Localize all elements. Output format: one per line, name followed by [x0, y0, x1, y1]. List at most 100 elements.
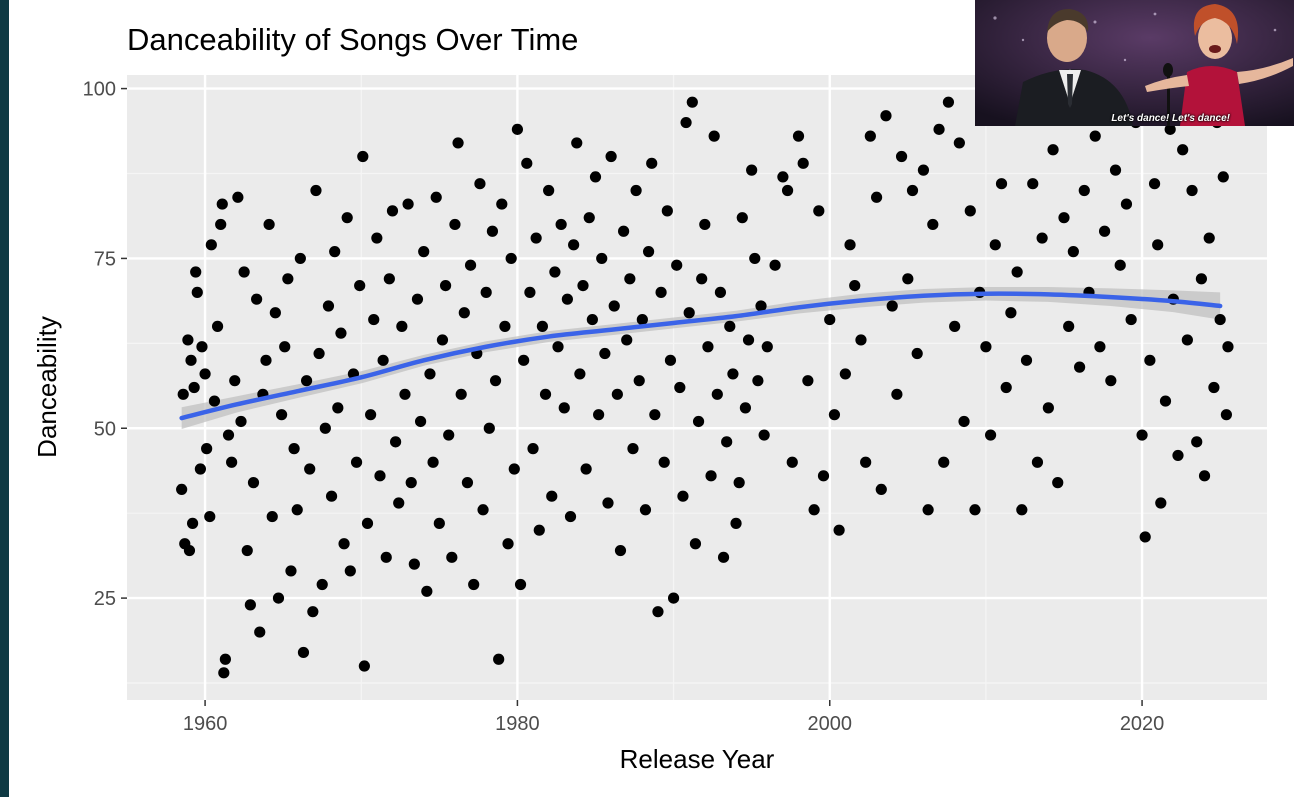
data-point	[558, 402, 570, 414]
data-point	[733, 477, 745, 489]
data-point	[752, 375, 764, 387]
data-point	[886, 300, 898, 312]
data-point	[802, 375, 814, 387]
data-point	[282, 273, 294, 285]
data-point	[933, 123, 945, 135]
data-point	[458, 307, 470, 319]
data-point	[1067, 246, 1079, 258]
data-point	[964, 205, 976, 217]
data-point	[736, 212, 748, 224]
data-point	[786, 456, 798, 468]
data-point	[186, 517, 199, 529]
data-point	[705, 470, 717, 482]
data-point	[1052, 477, 1064, 489]
data-point	[824, 313, 836, 326]
data-point	[285, 565, 297, 577]
data-point	[1152, 239, 1164, 251]
data-point	[505, 252, 517, 265]
data-point	[371, 232, 383, 244]
data-point	[652, 606, 664, 618]
data-point	[533, 524, 545, 536]
data-point	[1036, 232, 1048, 244]
data-point	[639, 504, 652, 516]
data-point	[568, 239, 580, 251]
data-point	[1136, 429, 1148, 441]
data-point	[322, 300, 335, 312]
data-point	[797, 157, 809, 169]
data-point	[602, 497, 614, 509]
data-point	[655, 286, 667, 298]
data-point	[313, 347, 325, 360]
data-point	[260, 354, 272, 366]
data-point	[468, 578, 480, 591]
data-point	[711, 388, 723, 400]
tick-layer: 1960 1980 2000 2020 25 50 75 100	[83, 79, 1165, 735]
data-point	[980, 341, 992, 353]
data-point	[580, 463, 592, 475]
data-point	[571, 137, 583, 149]
x-tick-label: 2000	[807, 713, 852, 735]
data-point	[455, 388, 467, 400]
data-point	[1186, 184, 1198, 197]
data-point	[906, 184, 919, 197]
data-point	[332, 402, 344, 414]
data-point	[730, 517, 742, 529]
data-point	[969, 504, 981, 516]
data-point	[176, 483, 188, 496]
data-point	[891, 388, 903, 400]
data-point	[875, 483, 887, 496]
data-point	[611, 388, 623, 400]
data-point	[739, 402, 752, 414]
data-point	[677, 490, 689, 502]
data-point	[480, 286, 492, 298]
data-point	[1027, 178, 1039, 190]
data-point	[374, 470, 386, 482]
data-point	[1000, 381, 1012, 394]
data-point	[714, 286, 727, 298]
x-tick-label: 1960	[183, 713, 228, 735]
data-point	[380, 551, 392, 563]
data-point	[1114, 259, 1126, 271]
data-point	[596, 252, 608, 265]
y-tick-label: 50	[94, 418, 116, 440]
data-point	[433, 517, 445, 529]
data-point	[599, 347, 611, 360]
data-point	[1181, 334, 1193, 346]
data-point	[247, 477, 260, 489]
data-point	[383, 273, 395, 285]
y-tick-label: 100	[83, 79, 116, 101]
data-point	[543, 184, 555, 197]
data-point	[1155, 497, 1167, 509]
data-point	[241, 544, 253, 557]
data-point	[474, 178, 486, 190]
data-point	[1191, 436, 1203, 448]
data-point	[291, 504, 303, 516]
data-point	[464, 259, 477, 271]
data-point	[689, 538, 702, 550]
data-point	[1214, 313, 1226, 326]
data-point	[486, 225, 499, 237]
data-point	[1089, 130, 1101, 142]
data-point	[211, 320, 224, 332]
data-point	[405, 477, 417, 489]
data-point	[1098, 225, 1111, 237]
data-point	[182, 334, 194, 346]
data-point	[251, 293, 263, 305]
data-point	[817, 470, 830, 482]
data-point	[452, 137, 464, 149]
data-point	[358, 660, 370, 672]
data-point	[618, 225, 630, 237]
data-point	[755, 300, 767, 312]
data-point	[1222, 341, 1234, 353]
data-point	[263, 218, 275, 231]
data-point	[266, 510, 278, 523]
data-point	[902, 273, 914, 285]
data-point	[208, 395, 221, 407]
data-point	[624, 273, 636, 285]
data-point	[377, 354, 389, 366]
data-point	[1172, 449, 1184, 462]
data-point	[1125, 313, 1137, 326]
data-point	[269, 307, 281, 319]
data-point	[1078, 184, 1090, 197]
